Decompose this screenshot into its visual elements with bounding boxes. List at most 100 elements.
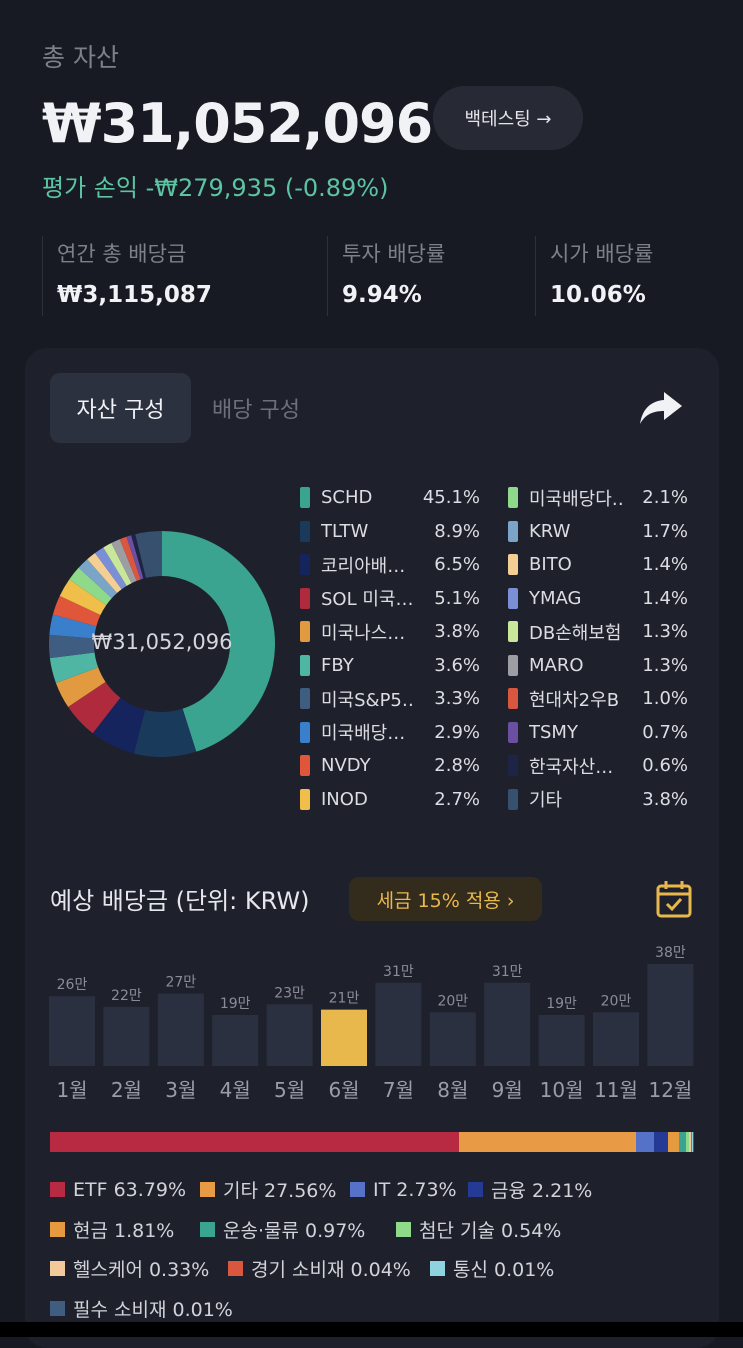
sector-label: 기타 27.56% — [223, 1180, 337, 1203]
bar-month-1[interactable] — [49, 996, 95, 1066]
bar-month-10[interactable] — [538, 1015, 585, 1066]
bar-month-7[interactable] — [375, 982, 422, 1066]
legend-name: KRW — [529, 520, 571, 542]
sector-swatch — [50, 1300, 65, 1316]
composition-legend-left: SCHD 45.1% TLTW 8.9% 코리아배… 6.5% SOL 미국… 5.1% 미국나… — [300, 481, 480, 816]
bottom-edge — [0, 1322, 743, 1337]
sector-legend-item: 운송·물류 0.97% — [200, 1216, 396, 1243]
donut-slice-3 — [68, 681, 121, 734]
sector-swatch — [228, 1261, 243, 1277]
legend-swatch — [300, 554, 310, 576]
donut-slice-1 — [133, 708, 197, 757]
sector-swatch — [50, 1221, 65, 1237]
bar-month-2[interactable] — [103, 1006, 150, 1066]
monthly-dividend-bar-chart: 26만 1월 22만 2월 27만 3월 19만 4월 23만 5월 21만 6월 31만 7월 20만 8월… — [49, 945, 694, 1102]
stat-value: 9.94% — [342, 282, 422, 308]
legend-swatch — [300, 520, 310, 542]
donut-slice-5 — [49, 652, 99, 683]
sector-swatch — [200, 1182, 215, 1198]
valuation-pnl: 평가 손익 -₩279,935 (-0.89%) — [42, 174, 389, 202]
composition-legend-right: 미국배당다… 2.1% KRW 1.7% BITO 1.4% YMAG 1.4% DB손해보험 1… — [508, 481, 688, 816]
sector-swatch — [350, 1182, 365, 1198]
tab-asset-composition[interactable]: 자산 구성 — [50, 373, 191, 443]
sector-legend-row: 헬스케어 0.33% 경기 소비재 0.04% 통신 0.01% — [50, 1249, 710, 1289]
bar-month-11[interactable] — [593, 1012, 639, 1066]
legend-percent: 3.8% — [434, 621, 480, 643]
sector-label: 필수 소비재 0.01% — [73, 1298, 233, 1321]
bar-month-12[interactable] — [647, 964, 694, 1066]
legend-percent: 0.6% — [642, 755, 688, 777]
calendar-check-icon[interactable] — [656, 880, 692, 918]
legend-item: SOL 미국… 5.1% — [300, 582, 480, 616]
backtest-button[interactable]: 백테스팅 → — [433, 86, 583, 150]
donut-slice-17 — [126, 535, 144, 580]
donut-slice-7 — [49, 614, 97, 639]
legend-swatch — [508, 788, 518, 810]
legend-name: SCHD — [321, 487, 373, 509]
sector-label: 현금 1.81% — [73, 1219, 175, 1242]
donut-slice-6 — [49, 634, 95, 659]
legend-item: 미국배당다… 2.1% — [508, 481, 688, 515]
legend-name: 미국나스… — [321, 622, 406, 644]
bar-data-label: 26만 — [57, 977, 88, 993]
legend-item: INOD 2.7% — [300, 783, 480, 817]
month-tick-label: 2월 — [111, 1078, 142, 1102]
donut-slice-2 — [92, 697, 146, 754]
tax-applied-chip[interactable]: 세금 15% 적용 › — [349, 877, 542, 921]
bar-month-9[interactable] — [484, 982, 531, 1066]
sector-label: 헬스케어 0.33% — [73, 1259, 210, 1282]
sector-segment — [459, 1132, 637, 1152]
bar-data-label: 19만 — [546, 996, 577, 1012]
sector-stacked-bar — [50, 1132, 694, 1152]
legend-percent: 45.1% — [422, 487, 480, 509]
donut-slice-13 — [95, 547, 127, 590]
bar-month-8[interactable] — [429, 1012, 476, 1066]
sector-segment — [685, 1132, 690, 1152]
legend-swatch — [300, 654, 310, 676]
month-tick-label: 8월 — [437, 1078, 468, 1102]
legend-name: TLTW — [321, 520, 369, 542]
bar-data-label: 20만 — [437, 993, 468, 1009]
sector-legend: ETF 63.79% 기타 27.56% IT 2.73% 금융 2.21% 현금 1.… — [50, 1170, 710, 1328]
legend-swatch — [508, 654, 518, 676]
legend-swatch — [508, 688, 518, 710]
sector-legend-item: 첨단 기술 0.54% — [396, 1216, 576, 1243]
legend-name: YMAG — [529, 587, 582, 609]
sector-legend-row: 현금 1.81% 운송·물류 0.97% 첨단 기술 0.54% — [50, 1210, 710, 1250]
donut-slice-15 — [111, 539, 137, 584]
legend-percent: 8.9% — [434, 520, 480, 542]
share-arrow-icon[interactable] — [638, 388, 684, 428]
legend-swatch — [300, 721, 310, 743]
legend-swatch — [300, 788, 310, 810]
sector-segment — [653, 1132, 668, 1152]
donut-slice-4 — [55, 667, 106, 707]
legend-item: 미국배당… 2.9% — [300, 716, 480, 750]
stat-value: ₩3,115,087 — [57, 282, 212, 308]
stat-market-yield: 시가 배당률 10.06% — [535, 236, 730, 316]
stat-label: 연간 총 배당금 — [57, 242, 187, 266]
bar-month-5[interactable] — [266, 1004, 313, 1066]
legend-swatch — [300, 755, 310, 777]
stat-investment-yield: 투자 배당률 9.94% — [327, 236, 532, 316]
legend-percent: 0.7% — [642, 721, 688, 743]
bar-month-4[interactable] — [212, 1015, 259, 1066]
bar-month-3[interactable] — [157, 993, 204, 1066]
bar-data-label: 31만 — [492, 964, 523, 980]
sector-label: ETF 63.79% — [73, 1178, 187, 1201]
legend-percent: 2.8% — [434, 755, 480, 777]
legend-name: NVDY — [321, 755, 371, 777]
legend-swatch — [508, 520, 518, 542]
sector-legend-row: ETF 63.79% 기타 27.56% IT 2.73% 금융 2.21% — [50, 1170, 710, 1210]
legend-name: MARO — [529, 654, 584, 676]
tab-dividend-composition[interactable]: 배당 구성 — [212, 398, 300, 423]
sector-legend-item: 현금 1.81% — [50, 1216, 200, 1243]
stat-label: 투자 배당률 — [342, 242, 446, 266]
bar-data-label: 21만 — [329, 991, 360, 1007]
donut-slice-18 — [131, 534, 146, 579]
legend-percent: 2.1% — [642, 487, 688, 509]
bar-month-6[interactable] — [321, 1009, 367, 1066]
sector-label: 통신 0.01% — [453, 1259, 555, 1282]
sector-segment — [50, 1132, 460, 1152]
legend-item: FBY 3.6% — [300, 649, 480, 683]
legend-percent: 6.5% — [434, 554, 480, 576]
